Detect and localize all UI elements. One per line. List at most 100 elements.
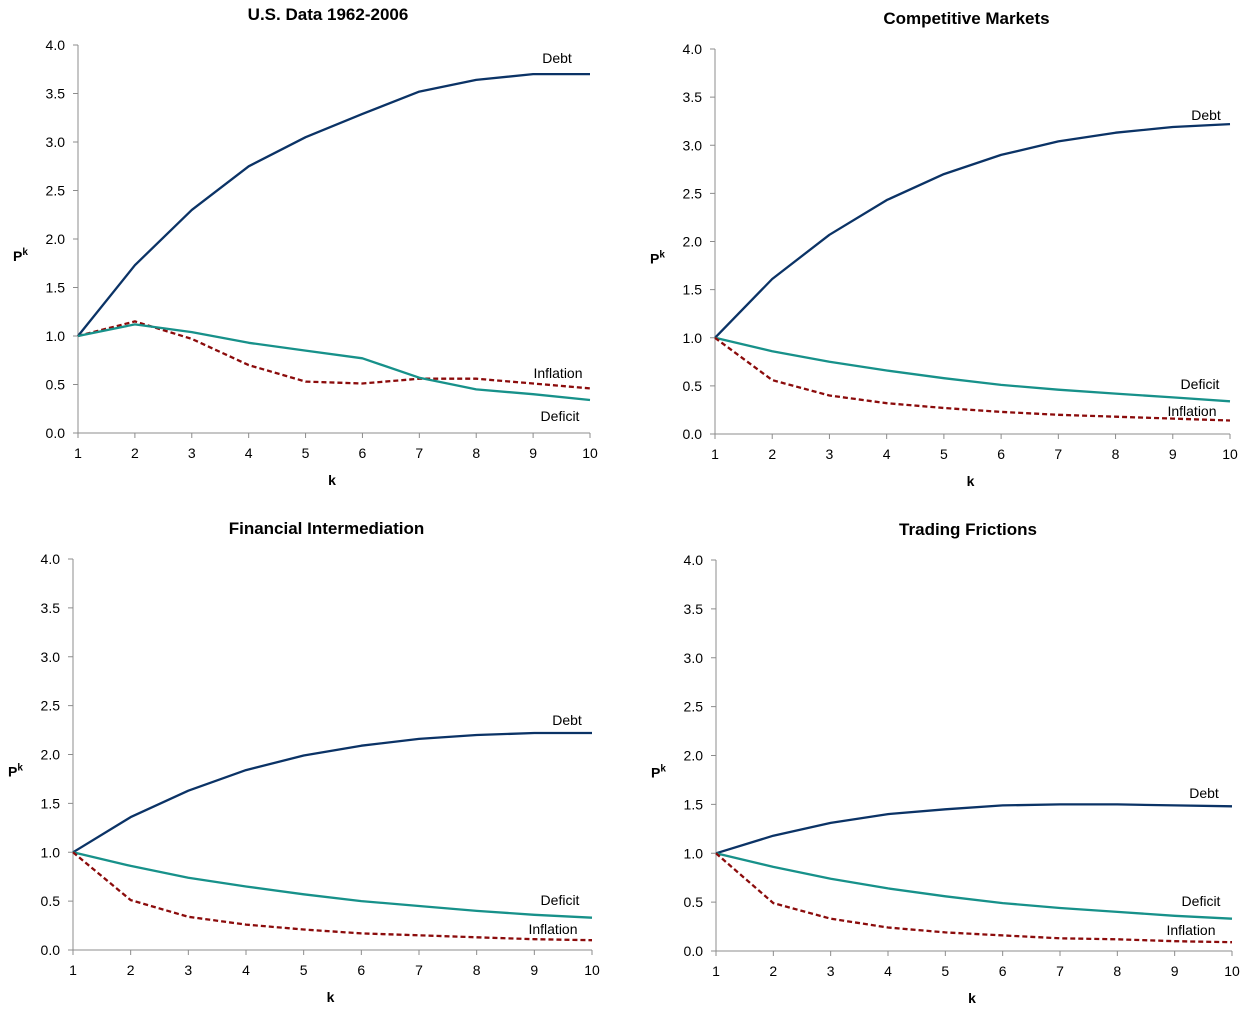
y-axis-label: Pk [651,764,666,781]
series-label-deficit: Deficit [1181,376,1220,392]
x-tick-label: 8 [1113,963,1121,979]
x-tick-label: 8 [473,962,481,978]
y-tick-label: 1.0 [683,330,703,346]
chart-panel-3: Financial Intermediation 0.0 0.5 1.0 1.5 2.0 2… [8,519,600,1005]
x-axis-label: k [327,989,335,1005]
y-axis-label-superscript: k [660,764,666,775]
y-tick-label: 2.0 [683,234,703,250]
chart-panel-4: Trading Frictions 0.0 0.5 1.0 1.5 2.0 2.5 3.0 3.… [651,520,1240,1006]
x-tick-label: 1 [711,446,719,462]
x-tick-label: 9 [1171,963,1179,979]
y-tick-label: 4.0 [41,551,61,567]
y-tick-label: 3.5 [46,86,66,102]
x-tick-label: 5 [300,962,308,978]
x-tick-label: 10 [582,445,598,461]
y-tick-label: 4.0 [683,41,703,57]
x-tick-label: 7 [1054,446,1062,462]
x-tick-label: 9 [529,445,537,461]
y-tick-label: 3.0 [41,649,61,665]
x-axis-label: k [328,472,336,488]
series-label-debt: Debt [552,712,582,728]
x-tick-label: 2 [769,963,777,979]
x-tick-label: 9 [530,962,538,978]
y-axis-label-superscript: k [659,250,665,261]
x-tick-label: 1 [74,445,82,461]
y-tick-label: 2.0 [46,231,66,247]
x-tick-label: 6 [997,446,1005,462]
series-line-inflation [72,851,593,942]
y-axis-label-superscript: k [22,247,28,258]
y-axis-label-superscript: k [17,763,23,774]
series-label-debt: Debt [1191,107,1221,123]
x-tick-label: 1 [712,963,720,979]
x-tick-label: 6 [357,962,365,978]
x-tick-label: 8 [1112,446,1120,462]
y-tick-label: 0.5 [46,377,66,393]
y-tick-label: 4.0 [46,37,66,53]
y-tick-label: 0.0 [46,425,66,441]
series-line-deficit [715,852,1233,920]
series-label-inflation: Inflation [1166,922,1215,938]
chart-panel-1: U.S. Data 1962-2006 0.0 0.5 1.0 1.5 2.0 2.5 3.0… [13,5,598,488]
y-tick-label: 1.0 [46,328,66,344]
series-label-debt: Debt [1189,785,1219,801]
y-tick-label: 2.0 [684,748,704,764]
x-tick-label: 7 [415,445,423,461]
y-tick-label: 1.5 [683,282,703,298]
y-tick-label: 0.0 [683,426,703,442]
x-tick-label: 10 [584,962,600,978]
x-tick-label: 4 [245,445,253,461]
y-tick-label: 1.5 [684,796,704,812]
y-axis-label: Pk [650,250,665,267]
x-tick-label: 5 [940,446,948,462]
x-tick-label: 3 [188,445,196,461]
y-axis-label: Pk [13,247,28,264]
x-tick-label: 3 [827,963,835,979]
series-line-inflation [714,336,1231,422]
series-line-deficit [77,323,591,402]
series-label-deficit: Deficit [541,408,580,424]
x-tick-label: 1 [69,962,77,978]
y-tick-label: 4.0 [684,552,704,568]
y-tick-label: 3.0 [683,137,703,153]
y-tick-label: 3.5 [41,600,61,616]
series-line-debt [714,122,1231,339]
x-tick-label: 9 [1169,446,1177,462]
y-tick-label: 1.5 [46,280,66,296]
series-line-debt [72,731,592,854]
x-tick-label: 6 [359,445,367,461]
y-tick-label: 1.0 [684,845,704,861]
chart-title: Trading Frictions [899,520,1037,539]
x-tick-label: 5 [302,445,310,461]
series-line-deficit [72,851,593,919]
x-tick-label: 5 [941,963,949,979]
x-tick-label: 8 [472,445,480,461]
x-tick-label: 10 [1224,963,1240,979]
y-tick-label: 0.5 [684,894,704,910]
y-tick-label: 0.0 [684,943,704,959]
y-tick-label: 2.0 [41,747,61,763]
series-label-deficit: Deficit [541,892,580,908]
y-tick-label: 1.0 [41,844,61,860]
series-label-debt: Debt [542,50,572,66]
y-tick-label: 2.5 [41,698,61,714]
chart-title: U.S. Data 1962-2006 [248,5,409,24]
y-tick-label: 3.5 [683,89,703,105]
y-tick-label: 2.5 [46,183,66,199]
chart-panel-2: Competitive Markets 0.0 0.5 1.0 1.5 2.0 2.5 3.0… [650,9,1238,489]
chart-title: Competitive Markets [883,9,1049,28]
x-tick-label: 10 [1222,446,1238,462]
series-label-inflation: Inflation [1167,403,1216,419]
y-axis-label: Pk [8,763,23,780]
series-label-inflation: Inflation [533,365,582,381]
x-tick-label: 4 [242,962,250,978]
y-tick-label: 3.5 [684,601,704,617]
x-tick-label: 7 [415,962,423,978]
x-tick-label: 4 [884,963,892,979]
x-tick-label: 2 [131,445,139,461]
x-tick-label: 2 [768,446,776,462]
y-tick-label: 3.0 [684,650,704,666]
series-label-deficit: Deficit [1182,893,1221,909]
series-line-inflation [77,320,591,390]
